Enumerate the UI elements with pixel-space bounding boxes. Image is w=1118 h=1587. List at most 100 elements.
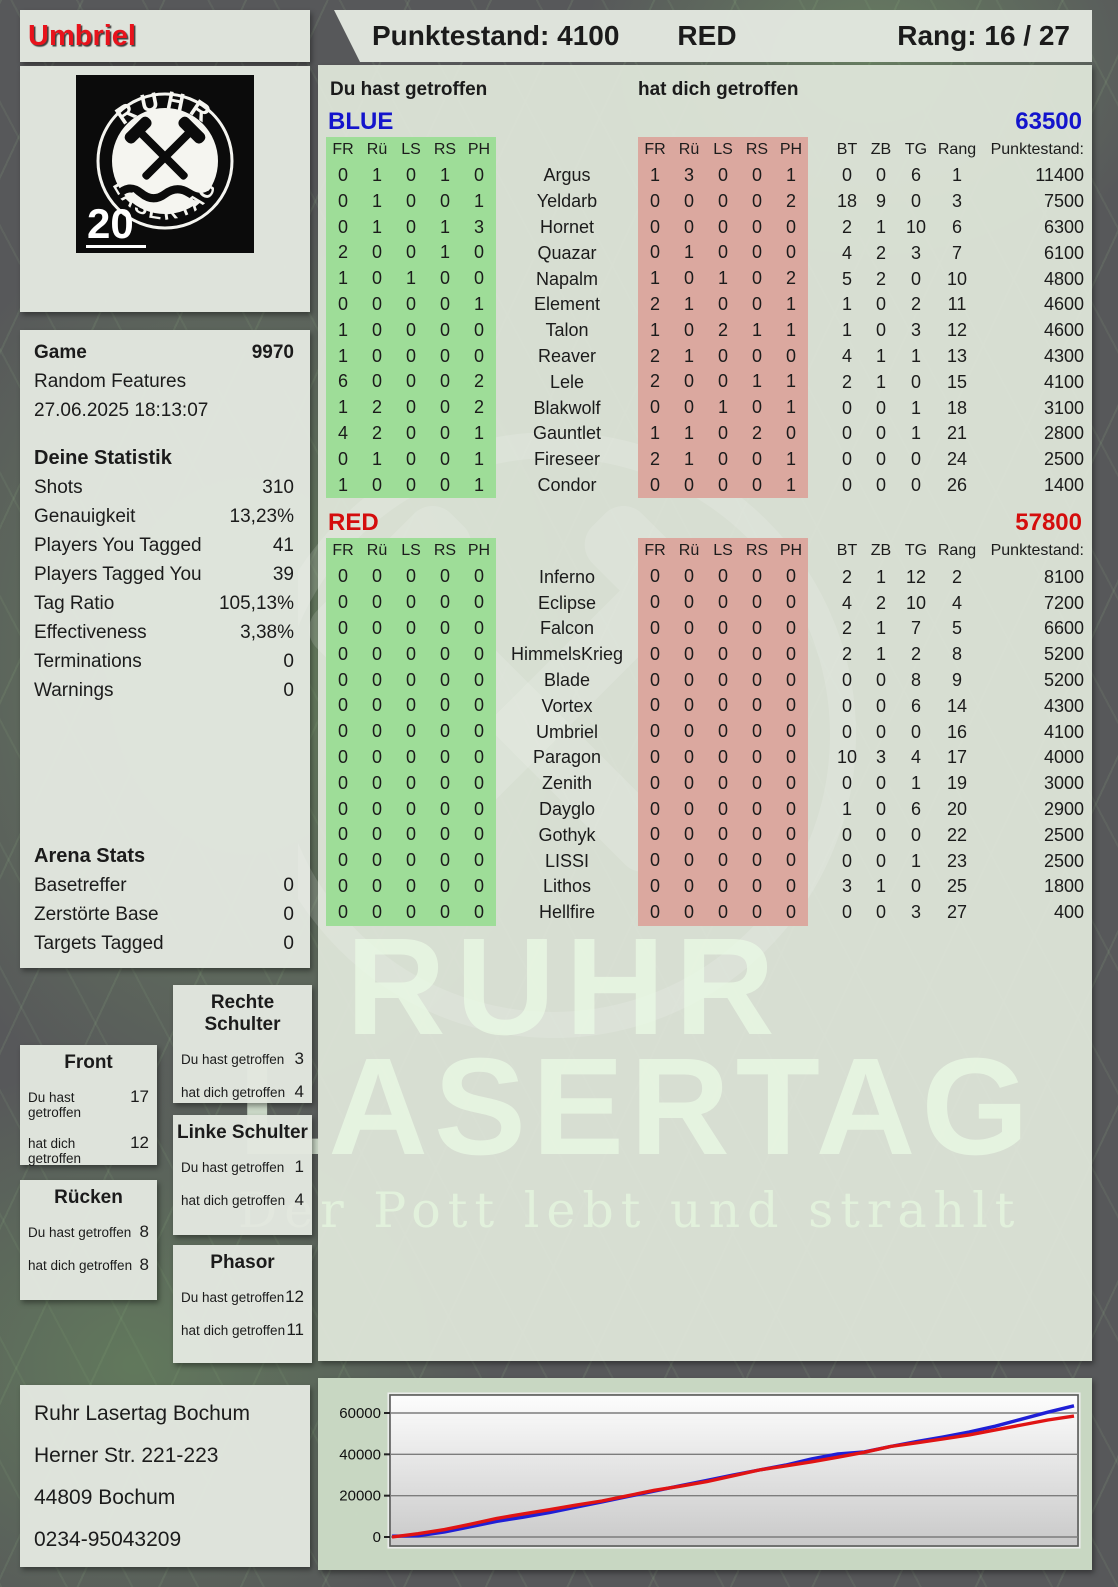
stat-value: 13,23% (229, 506, 294, 527)
player-score-cell: 2500 (1043, 850, 1084, 871)
zone-them-label: hat dich getroffen (181, 1323, 286, 1338)
stat-value: 3,38% (240, 622, 294, 643)
player-score-cell: 4800 (1043, 268, 1084, 289)
venue-street: Herner Str. 221-223 (34, 1444, 219, 1467)
stat-value: 0 (283, 933, 294, 954)
scoreboard-panel: Du hast getroffen hat dich getroffen BLU… (298, 65, 1092, 1361)
score-progress-chart: 0 20000 40000 60000 (339, 1392, 1081, 1549)
crossed-hammers-logo-icon: RUHR LASERTAG 20 (76, 75, 254, 253)
zone-title: Rechte Schulter (204, 992, 281, 1035)
team-score-tables: Du hast getroffen hat dich getroffen BLU… (318, 65, 1084, 926)
zone-you-value: 8 (139, 1222, 149, 1241)
table-row: 0 0 0 0 0 Dayglo 0 0 0 0 0 1 0 6 20 2900 (326, 796, 1084, 823)
y-axis-tick-label: 0 (373, 1529, 381, 1546)
player-name-cell: Gauntlet (532, 423, 602, 444)
player-name-cell: Reaver (537, 345, 597, 366)
stat-value: 105,13% (218, 593, 294, 614)
stat-row: Genauigkeit 13,23% (34, 502, 294, 531)
stat-label: Genauigkeit (34, 506, 136, 527)
player-score-cell: 2900 (1043, 798, 1084, 819)
zone-you-label: Du hast getroffen (181, 1160, 285, 1175)
table-row: 1 0 1 0 0 Napalm 1 0 1 0 2 5 2 0 10 4800 (326, 266, 1084, 292)
stat-value: 0 (283, 875, 294, 896)
player-name-cell: Argus (543, 165, 591, 186)
stat-row: Players Tagged You 39 (34, 560, 294, 589)
game-number: 9970 (251, 342, 294, 363)
player-score-cell: 7500 (1043, 191, 1084, 212)
player-name-cell: Paragon (532, 747, 602, 768)
player-score-cell: 400 (1053, 902, 1084, 923)
table-row: 0 1 0 0 1 Yeldarb 0 0 0 0 2 18 9 0 3 7500 (326, 188, 1084, 215)
player-name-cell: Inferno (538, 566, 596, 587)
player-name-cell: Blakwolf (533, 397, 601, 418)
arena-stats-title: Arena Stats (34, 845, 146, 867)
zone-them-value: 4 (294, 1082, 304, 1101)
stat-label: Terminations (34, 651, 142, 672)
zone-title: Rücken (54, 1187, 123, 1208)
player-name-cell: HimmelsKrieg (510, 644, 624, 665)
stat-label: Warnings (34, 680, 114, 701)
player-score-cell: 2500 (1043, 449, 1084, 470)
table-row: 1 0 0 0 0 Reaver 2 1 0 0 0 4 1 1 13 4300 (326, 343, 1084, 370)
player-score-cell: 11400 (1035, 165, 1084, 186)
table-row: 0 1 0 1 0 Argus 1 3 0 0 1 0 0 6 1 11400 (326, 163, 1084, 189)
zone-title: Front (64, 1052, 113, 1073)
player-name-cell: Vortex (541, 695, 593, 716)
team-header: BLUE 63500 (326, 107, 1084, 137)
player-name-cell: Lele (549, 371, 585, 392)
game-mode: Random Features (34, 371, 187, 392)
stat-row: Shots 310 (34, 473, 294, 502)
zone-title: Linke Schulter (177, 1122, 308, 1143)
stat-label: Zerstörte Base (34, 904, 159, 925)
y-axis-tick-label: 60000 (339, 1405, 381, 1422)
player-name-cell: Umbriel (535, 721, 598, 742)
zone-them-value: 12 (130, 1133, 149, 1152)
team-total: 63500 (1015, 108, 1082, 135)
player-score-cell: 2800 (1043, 423, 1084, 444)
player-name-cell: Zenith (541, 773, 593, 794)
game-label: Game (34, 342, 87, 363)
y-axis-tick-label: 40000 (339, 1446, 381, 1463)
table-row: 0 0 0 0 0 Lithos 0 0 0 0 0 3 1 0 25 1800 (326, 873, 1084, 900)
player-score-cell: 7200 (1043, 592, 1084, 613)
stat-label: Players Tagged You (34, 564, 202, 585)
player-score-cell: 4000 (1043, 747, 1084, 768)
player-score-cell: 6100 (1043, 242, 1084, 263)
table-row: 1 0 0 0 0 Talon 1 0 2 1 1 1 0 3 12 4600 (326, 317, 1084, 344)
zone-them-label: hat dich getroffen (181, 1085, 286, 1100)
score-line-red (391, 1414, 1075, 1539)
player-score-cell: 5200 (1043, 669, 1084, 690)
stat-label: Effectiveness (34, 622, 147, 643)
arena-stats-block: Arena Stats Basetreffer 0 Zerstörte Base 0 T… (34, 841, 294, 958)
zone-you-value: 3 (294, 1049, 304, 1068)
zone-them-label: hat dich getroffen (28, 1136, 82, 1166)
player-score-cell: 4300 (1043, 695, 1084, 716)
table-row: 0 0 0 0 0 Vortex 0 0 0 0 0 0 0 6 14 4300 (326, 693, 1084, 720)
hit-zone-phasor: Phasor Du hast getroffen 12 hat dich getr… (173, 1245, 312, 1363)
table-row: 0 0 0 0 0 Zenith 0 0 0 0 0 0 0 1 19 3000 (326, 770, 1084, 797)
hit-direction-labels: Du hast getroffen hat dich getroffen (326, 77, 1084, 107)
table-row: 0 0 0 0 0 Paragon 0 0 0 0 0 10 3 4 17 4000 (326, 744, 1084, 771)
team-total: 57800 (1015, 509, 1082, 537)
y-axis-tick-label: 20000 (339, 1488, 381, 1505)
table-row: 0 1 0 1 3 Hornet 0 0 0 0 0 2 1 10 6 6300 (326, 214, 1084, 241)
player-name-cell: Dayglo (538, 798, 596, 819)
player-name: Umbriel (28, 19, 136, 52)
you-hit-label: Du hast getroffen (330, 79, 488, 100)
player-score-cell: 4300 (1043, 345, 1084, 366)
stat-value: 41 (272, 535, 294, 556)
stat-row: Players You Tagged 41 (34, 531, 294, 560)
table-row: 0 0 0 0 0 Eclipse 0 0 0 0 0 4 2 10 4 7200 (326, 590, 1084, 616)
player-name-cell: Falcon (539, 618, 595, 639)
table-row: 0 0 0 0 1 Element 2 1 0 0 1 1 0 2 11 4600 (326, 291, 1084, 318)
player-score-cell: 5200 (1043, 644, 1084, 665)
team-name: BLUE (328, 108, 394, 135)
player-score-cell: 4100 (1043, 371, 1084, 392)
player-score-cell: 2500 (1043, 824, 1084, 845)
venue-phone: 0234-95043209 (34, 1528, 182, 1551)
player-score-cell: 8100 (1043, 566, 1084, 587)
stat-row: Zerstörte Base 0 (34, 900, 294, 929)
table-row: 4 2 0 0 1 Gauntlet 1 1 0 2 0 0 0 1 21 2800 (326, 420, 1084, 447)
game-datetime: 27.06.2025 18:13:07 (34, 400, 209, 421)
stat-row: Basetreffer 0 (34, 871, 294, 900)
